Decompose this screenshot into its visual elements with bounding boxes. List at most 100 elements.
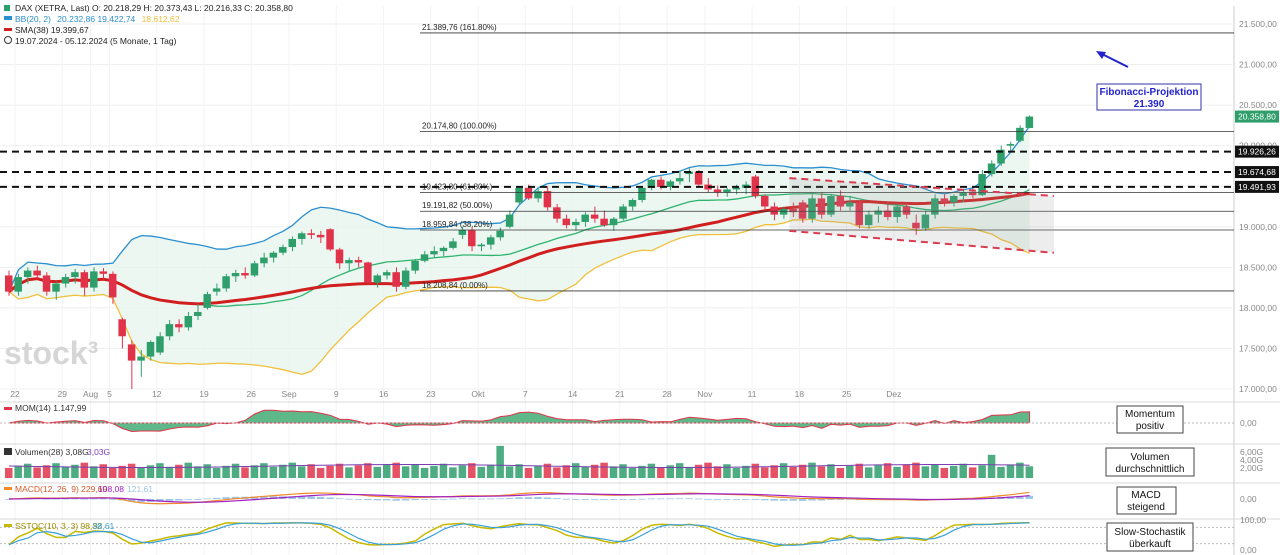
macd-histogram-bar (543, 497, 552, 499)
candle-body (14, 277, 22, 292)
volume-bar (827, 464, 835, 478)
candle-body (108, 273, 117, 298)
macd-histogram-bar (789, 499, 797, 501)
indicator-panels: MOM(14) 1.147,99 0,00 Volumen(28) 3,08G3,0… (0, 401, 1280, 555)
candle-body (638, 187, 646, 201)
volume-bar (184, 462, 193, 478)
volume-bar (383, 464, 391, 478)
volume-bar (912, 462, 920, 478)
bb-legend-icon (4, 16, 12, 20)
volume-bar (628, 467, 637, 478)
volume-bar (619, 464, 627, 478)
candle-body (732, 187, 741, 190)
volume-bar (241, 467, 249, 478)
y-tick-label: 17.500,00 (1239, 343, 1277, 353)
candle-body (212, 288, 221, 292)
volume-bar (486, 464, 495, 478)
macd-histogram-bar (354, 499, 363, 500)
y-tick-label: 20.500,00 (1239, 100, 1277, 110)
last-price-tag (1235, 110, 1279, 123)
macd-histogram-bar (836, 499, 845, 500)
macd-histogram-bar (194, 499, 202, 500)
candle-body (354, 260, 363, 263)
volume-bar (883, 463, 892, 478)
candle-body (222, 276, 230, 289)
volume-bar (146, 465, 155, 478)
y-tick-label: 21.500,00 (1239, 19, 1277, 29)
candle-body (203, 294, 211, 308)
x-tick-label: Aug (83, 389, 98, 399)
vol-legend-icon (4, 448, 12, 455)
volume-bar (269, 466, 278, 478)
candle-body (165, 324, 174, 337)
legend-bb: BB(20, 2) (15, 14, 51, 24)
stoch-tick-0: 0,00 (1240, 545, 1257, 555)
candle-body (137, 356, 145, 361)
candle-body (553, 207, 561, 219)
candle-legend-icon (4, 5, 10, 11)
annotations: 21.389,76 (161.80%) 20.174,80 (100.00%) 19… (0, 23, 1279, 292)
macd-label-2: 108,08 (98, 484, 124, 494)
momentum-note-2: positiv (1136, 421, 1164, 432)
candle-body (1006, 144, 1015, 146)
candle-body (307, 233, 315, 235)
volume-note-2: durchschnittlich (1116, 464, 1185, 475)
volume-bar (581, 466, 589, 478)
x-tick-label: 22 (10, 389, 20, 399)
volume-bar (770, 465, 778, 478)
macd-histogram-bar (732, 499, 741, 500)
momentum-area (8, 409, 1031, 433)
macd-histogram-bar (316, 496, 325, 499)
volume-tick: 6,00G (1240, 447, 1263, 457)
candle-body (675, 178, 684, 182)
macd-histogram-bar (222, 497, 230, 499)
macd-histogram-bar (553, 498, 561, 499)
candle-body (524, 187, 533, 199)
volume-bar (798, 464, 807, 478)
y-tick-label: 19.000,00 (1239, 222, 1277, 232)
macd-histogram-bar (307, 496, 315, 499)
volume-bar (165, 466, 174, 478)
candle-body (798, 202, 807, 219)
candle-body (420, 254, 429, 261)
volume-bar (458, 465, 467, 478)
macd-histogram-bar (71, 498, 79, 500)
candle-body (647, 179, 656, 188)
volume-bar (127, 463, 136, 478)
volume-bar (108, 467, 117, 478)
macd-histogram-bar (666, 498, 674, 500)
volume-bar (562, 465, 571, 478)
volume-bar (855, 463, 863, 478)
macd-label-3: 121,61 (127, 484, 153, 494)
volume-bar (71, 464, 79, 478)
volume-bar (364, 463, 372, 478)
macd-histogram-bar (80, 498, 89, 500)
macd-histogram-bar (694, 498, 703, 500)
macd-histogram-bar (808, 499, 816, 501)
macd-histogram-bar (713, 499, 722, 500)
fib-level-label: 21.389,76 (161.80%) (422, 23, 497, 32)
momentum-box: Momentum positiv (1116, 405, 1184, 434)
candle-body (1016, 127, 1024, 141)
volume-bar (808, 462, 816, 478)
volume-bar (921, 466, 930, 478)
candle-body (71, 272, 79, 278)
macd-histogram-bar (439, 499, 448, 500)
volume-bar (685, 466, 693, 478)
macd-histogram-bar (175, 499, 183, 501)
stoch-box: Slow-Stochastik überkauft (1106, 522, 1194, 552)
volume-bar (430, 465, 438, 478)
candle-body (260, 257, 268, 264)
dashed-level-tag (1235, 180, 1279, 193)
volume-bar (515, 464, 523, 478)
volume-bar (411, 464, 419, 478)
volume-bar (260, 463, 268, 478)
macd-histogram-bar (269, 496, 278, 499)
candle-body (893, 206, 901, 218)
volume-bar (864, 467, 873, 478)
candle-body (959, 192, 967, 196)
volume-bar (80, 462, 89, 478)
macd-histogram-bar (212, 497, 221, 499)
stoch-k-line (8, 521, 1030, 548)
